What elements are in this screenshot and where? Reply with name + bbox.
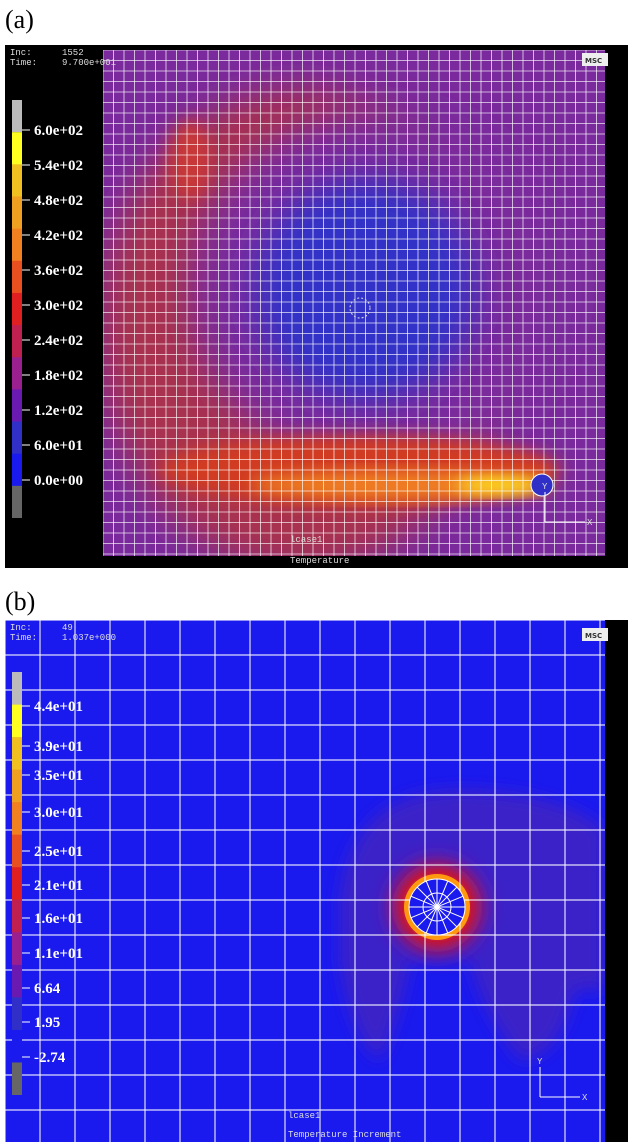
legend-label: 4.8e+02 <box>34 193 83 209</box>
legend-swatch <box>12 704 22 738</box>
legend-swatch <box>12 164 22 197</box>
legend-swatch <box>12 932 22 966</box>
legend-swatch <box>12 421 22 455</box>
contour-field <box>103 50 605 556</box>
legend-swatch <box>12 834 22 868</box>
legend-swatch <box>12 100 22 133</box>
legend-label: 6.0e+01 <box>34 438 83 454</box>
panel-label: (a) <box>5 5 34 34</box>
axis-y-label: Y <box>542 482 548 492</box>
legend-label: 4.2e+02 <box>34 228 83 244</box>
legend-label: 5.4e+02 <box>34 158 83 174</box>
case-label: lcase1 <box>290 535 322 545</box>
legend-label: 3.5e+01 <box>34 768 83 784</box>
legend-swatch <box>12 389 22 423</box>
panel-label: (b) <box>5 587 35 616</box>
legend-label: 1.2e+02 <box>34 403 83 419</box>
legend-swatch <box>12 899 22 933</box>
legend-swatch <box>12 769 22 803</box>
source-mesh <box>409 879 465 935</box>
legend-label: 3.0e+02 <box>34 298 83 314</box>
legend-label: 1.95 <box>34 1015 60 1031</box>
marker <box>349 297 371 319</box>
ring <box>422 892 452 922</box>
legend-label: 3.0e+01 <box>34 805 83 821</box>
axis-x-label: X <box>587 518 593 528</box>
inc-label: Inc: <box>10 623 32 633</box>
legend-swatch <box>12 997 22 1031</box>
time-label: Time: <box>10 633 37 643</box>
legend-swatch <box>12 228 22 262</box>
legend-swatch <box>12 132 22 165</box>
axis-x-label: X <box>582 1093 588 1103</box>
contour-field <box>5 620 605 1142</box>
legend-swatch <box>12 485 22 518</box>
legend-label: 3.9e+01 <box>34 739 83 755</box>
legend-swatch <box>12 325 22 358</box>
legend-swatch <box>12 1062 22 1095</box>
time-value: 9.700e+001 <box>62 58 116 68</box>
logo-box <box>582 53 608 66</box>
legend-swatch <box>12 196 22 230</box>
spoke <box>410 895 464 919</box>
legend-label: 1.8e+02 <box>34 368 83 384</box>
legend-swatch <box>12 453 22 487</box>
legend-swatch <box>12 737 22 771</box>
legend-label: -2.74 <box>34 1050 66 1066</box>
logo: MSC <box>585 632 602 640</box>
heat-source <box>530 473 554 497</box>
inc-label: Inc: <box>10 48 32 58</box>
legend-swatch <box>12 357 22 390</box>
legend-label: 1.6e+01 <box>34 911 83 927</box>
legend-swatch <box>12 802 22 836</box>
axis-y-label: Y <box>537 1057 543 1067</box>
logo: MSC <box>585 57 602 65</box>
legend-label: 0.0e+00 <box>34 473 83 489</box>
legend-label: 2.5e+01 <box>34 844 83 860</box>
legend-swatch <box>12 1029 22 1063</box>
case-label: lcase1 <box>288 1111 320 1121</box>
legend-swatch <box>12 867 22 901</box>
legend-label: 4.4e+01 <box>34 699 83 715</box>
legend-swatch <box>12 260 22 294</box>
mesh-grid <box>103 50 605 556</box>
time-label: Time: <box>10 58 37 68</box>
legend-label: 1.1e+01 <box>34 946 83 962</box>
inc-value: 49 <box>62 623 73 633</box>
result-label: Temperature Increment <box>288 1130 401 1140</box>
legend-swatch <box>12 964 22 998</box>
logo-box <box>582 628 608 641</box>
inc-value: 1552 <box>62 48 84 58</box>
legend-label: 6.64 <box>34 981 61 997</box>
time-value: 1.037e+000 <box>62 633 116 643</box>
legend-label: 2.4e+02 <box>34 333 83 349</box>
mesh-grid <box>5 620 605 1142</box>
legend-label: 3.6e+02 <box>34 263 83 279</box>
result-label: Temperature <box>290 556 349 566</box>
legend-swatch <box>12 672 22 705</box>
legend-swatch <box>12 292 22 326</box>
legend-label: 2.1e+01 <box>34 878 83 894</box>
legend-label: 6.0e+02 <box>34 123 83 139</box>
